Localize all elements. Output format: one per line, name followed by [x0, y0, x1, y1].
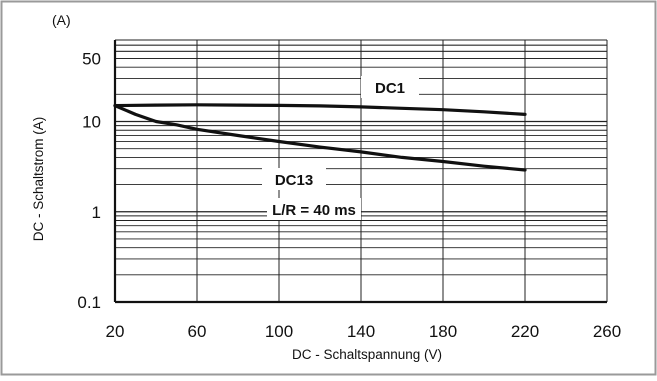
x-tick-label: 180: [429, 322, 457, 341]
y-tick-label: 10: [82, 113, 101, 132]
y-axis-title: DC - Schaltstrom (A): [31, 117, 46, 242]
x-tick-label: 60: [188, 322, 207, 341]
labels: 20 60 100 140 180 220 260 0.1 1 10 50 (A) DC - Schal…: [31, 12, 621, 362]
x-tick-label: 20: [106, 322, 125, 341]
y-unit-label: (A): [52, 12, 71, 28]
series-line-dc13: [113, 104, 527, 172]
x-tick-label: 260: [593, 322, 621, 341]
lr-label: L/R = 40 ms: [272, 202, 356, 219]
dc13-label: DC13: [275, 172, 313, 189]
series-line-dc1: [113, 103, 527, 116]
x-tick-label: 140: [347, 322, 375, 341]
curves: [113, 103, 527, 172]
dc1-label: DC1: [375, 80, 405, 97]
y-tick-label: 50: [82, 49, 101, 68]
dc13-label-bg: [262, 168, 326, 190]
x-tick-label: 220: [511, 322, 539, 341]
y-tick-label: 1: [92, 203, 101, 222]
y-tick-label: 0.1: [77, 293, 101, 312]
dc1-label-bg: [361, 76, 419, 98]
lr-label-bg: [267, 198, 361, 220]
grid: [113, 39, 608, 304]
x-axis-title: DC - Schaltspannung (V): [292, 347, 442, 362]
x-tick-label: 100: [265, 322, 293, 341]
